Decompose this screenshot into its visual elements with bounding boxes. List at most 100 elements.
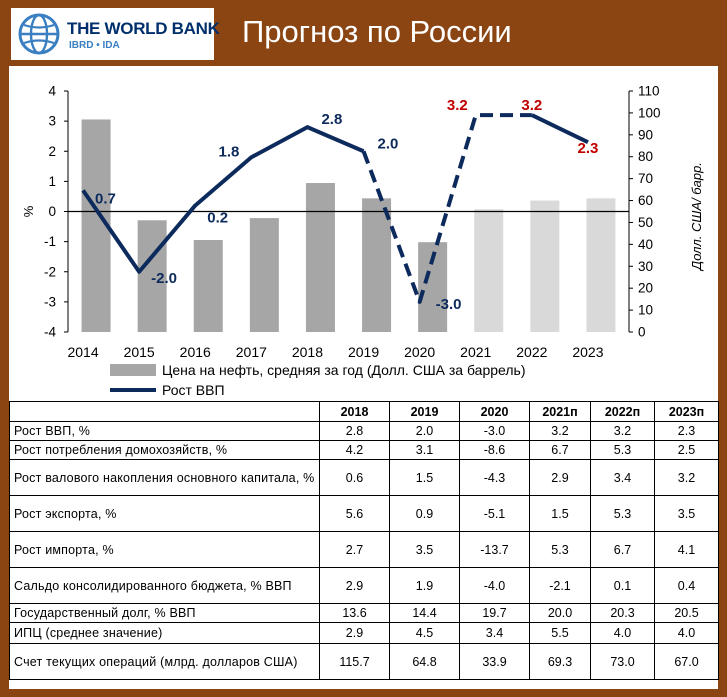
table-row: ИПЦ (среднее значение) 2.9 4.5 3.4 5.5 4.0 4.0: [9, 622, 719, 644]
left-tick-label: 3: [48, 114, 56, 129]
table-cell: 0.4: [654, 567, 719, 604]
left-tick-label: -3: [44, 294, 56, 309]
table-row: Государственный долг, % ВВП 13.6 14.4 19.7 2…: [9, 603, 719, 623]
table-cell: 3.5: [654, 495, 719, 532]
table-cell: 6.7: [590, 531, 655, 568]
table-cell: 115.7: [319, 643, 390, 680]
table-cell: 20.3: [590, 603, 655, 623]
x-tick-label: 2015: [124, 344, 155, 360]
x-tick-label: 2023: [572, 344, 603, 360]
legend-label-gdp: Рост ВВП: [162, 382, 225, 398]
x-tick-label: 2022: [516, 344, 547, 360]
left-tick-label: -1: [44, 234, 56, 249]
x-tick-label: 2016: [180, 344, 211, 360]
table-cell: -13.7: [459, 531, 530, 568]
left-tick-label: 0: [48, 204, 56, 219]
table-year-header: 2022п: [590, 401, 655, 422]
chart-panel: 4 3 2 1 0 -1 -2 -3 -4 110 100 90 80 70 60 50 40 30 20 10 0% Д…: [9, 66, 718, 401]
forecast-table-panel: 2018 2019 2020 2021п 2022п 2023п Рост ВВП, % 2…: [9, 401, 719, 689]
table-cell: 3.2: [654, 459, 719, 496]
forecast-table: 2018 2019 2020 2021п 2022п 2023п Рост ВВП, % 2…: [9, 401, 719, 680]
table-cell: 3.2: [529, 421, 591, 441]
table-cell: 2.0: [389, 421, 460, 441]
table-row: Рост ВВП, % 2.8 2.0 -3.0 3.2 3.2 2.3: [9, 421, 719, 441]
table-cell: 0.1: [590, 567, 655, 604]
table-cell: -8.6: [459, 440, 530, 460]
table-header-row: 2018 2019 2020 2021п 2022п 2023п: [9, 401, 719, 422]
table-cell: 3.5: [389, 531, 460, 568]
right-tick-label: 40: [638, 237, 653, 252]
table-corner-cell: [9, 401, 320, 422]
table-cell: 4.1: [654, 531, 719, 568]
table-cell: 33.9: [459, 643, 530, 680]
table-cell: 2.7: [319, 531, 390, 568]
table-cell: 73.0: [590, 643, 655, 680]
table-cell: 5.3: [590, 440, 655, 460]
gdp-data-label: 2.8: [321, 111, 342, 128]
row-label: Сальдо консолидированного бюджета, % ВВП: [9, 567, 320, 604]
header-bar: THE WORLD BANK IBRD • IDA Прогноз по Рос…: [0, 0, 727, 66]
x-tick-label: 2017: [236, 344, 267, 360]
right-tick-label: 0: [638, 325, 646, 340]
table-year-header: 2021п: [529, 401, 591, 422]
right-tick-label: 10: [638, 303, 653, 318]
table-cell: 67.0: [654, 643, 719, 680]
table-row: Рост валового накопления основного капит…: [9, 459, 719, 496]
gdp-line-actual: [81, 125, 365, 274]
table-cell: 3.4: [590, 459, 655, 496]
table-cell: 19.7: [459, 603, 530, 623]
right-tick-label: 100: [638, 105, 661, 120]
row-label: Рост валового накопления основного капит…: [9, 459, 320, 496]
table-cell: 2.8: [319, 421, 390, 441]
oil-price-bar: [137, 220, 167, 332]
table-cell: 13.6: [319, 603, 390, 623]
table-cell: 2.9: [529, 459, 591, 496]
table-cell: 2.9: [319, 622, 390, 644]
table-row: Рост потребления домохозяйств, % 4.2 3.1 -8…: [9, 440, 719, 460]
row-label: Рост экспорта, %: [9, 495, 320, 532]
table-cell: 64.8: [389, 643, 460, 680]
left-tick-label: -2: [44, 264, 56, 279]
table-row: Счет текущих операций (млрд. долларов СШ…: [9, 643, 719, 680]
world-bank-logo: THE WORLD BANK IBRD • IDA: [11, 8, 220, 60]
legend-label-oil: Цена на нефть, средняя за год (Долл. США…: [162, 362, 525, 378]
oil-price-bar: [586, 198, 616, 332]
x-tick-label: 2018: [292, 344, 323, 360]
table-cell: 1.9: [389, 567, 460, 604]
table-cell: 5.3: [529, 531, 591, 568]
table-year-header: 2018: [319, 401, 390, 422]
gdp-line-forecast: [530, 113, 589, 145]
logo-subtitle: IBRD • IDA: [69, 40, 120, 51]
table-cell: 6.7: [529, 440, 591, 460]
table-row: Рост экспорта, % 5.6 0.9 -5.1 1.5 5.3 3.5: [9, 495, 719, 532]
table-cell: 69.3: [529, 643, 591, 680]
table-cell: 1.5: [529, 495, 591, 532]
table-cell: 5.3: [590, 495, 655, 532]
table-cell: 1.5: [389, 459, 460, 496]
right-tick-label: 60: [638, 193, 653, 208]
gdp-line-forecast-dashed: [361, 113, 532, 304]
table-cell: 14.4: [389, 603, 460, 623]
x-tick-label: 2014: [67, 344, 98, 360]
table-cell: 5.5: [529, 622, 591, 644]
row-label: Рост импорта, %: [9, 531, 320, 568]
table-cell: -4.0: [459, 567, 530, 604]
gdp-data-label: 0.7: [95, 190, 116, 207]
table-cell: 2.3: [654, 421, 719, 441]
gdp-data-label: 1.8: [218, 143, 239, 160]
oil-price-bar: [530, 200, 560, 332]
row-label: ИПЦ (среднее значение): [9, 622, 320, 644]
left-axis-title: %: [21, 205, 36, 217]
oil-price-bar: [249, 218, 279, 332]
right-tick-label: 20: [638, 281, 653, 296]
gdp-data-label: 0.2: [207, 209, 228, 226]
table-year-header: 2020: [459, 401, 530, 422]
gdp-data-label: 2.3: [578, 140, 599, 157]
table-cell: 3.1: [389, 440, 460, 460]
left-tick-label: 1: [48, 174, 56, 189]
gdp-data-label: 2.0: [378, 135, 399, 152]
right-tick-label: 80: [638, 149, 653, 164]
table-cell: 4.5: [389, 622, 460, 644]
row-label: Государственный долг, % ВВП: [9, 603, 320, 623]
